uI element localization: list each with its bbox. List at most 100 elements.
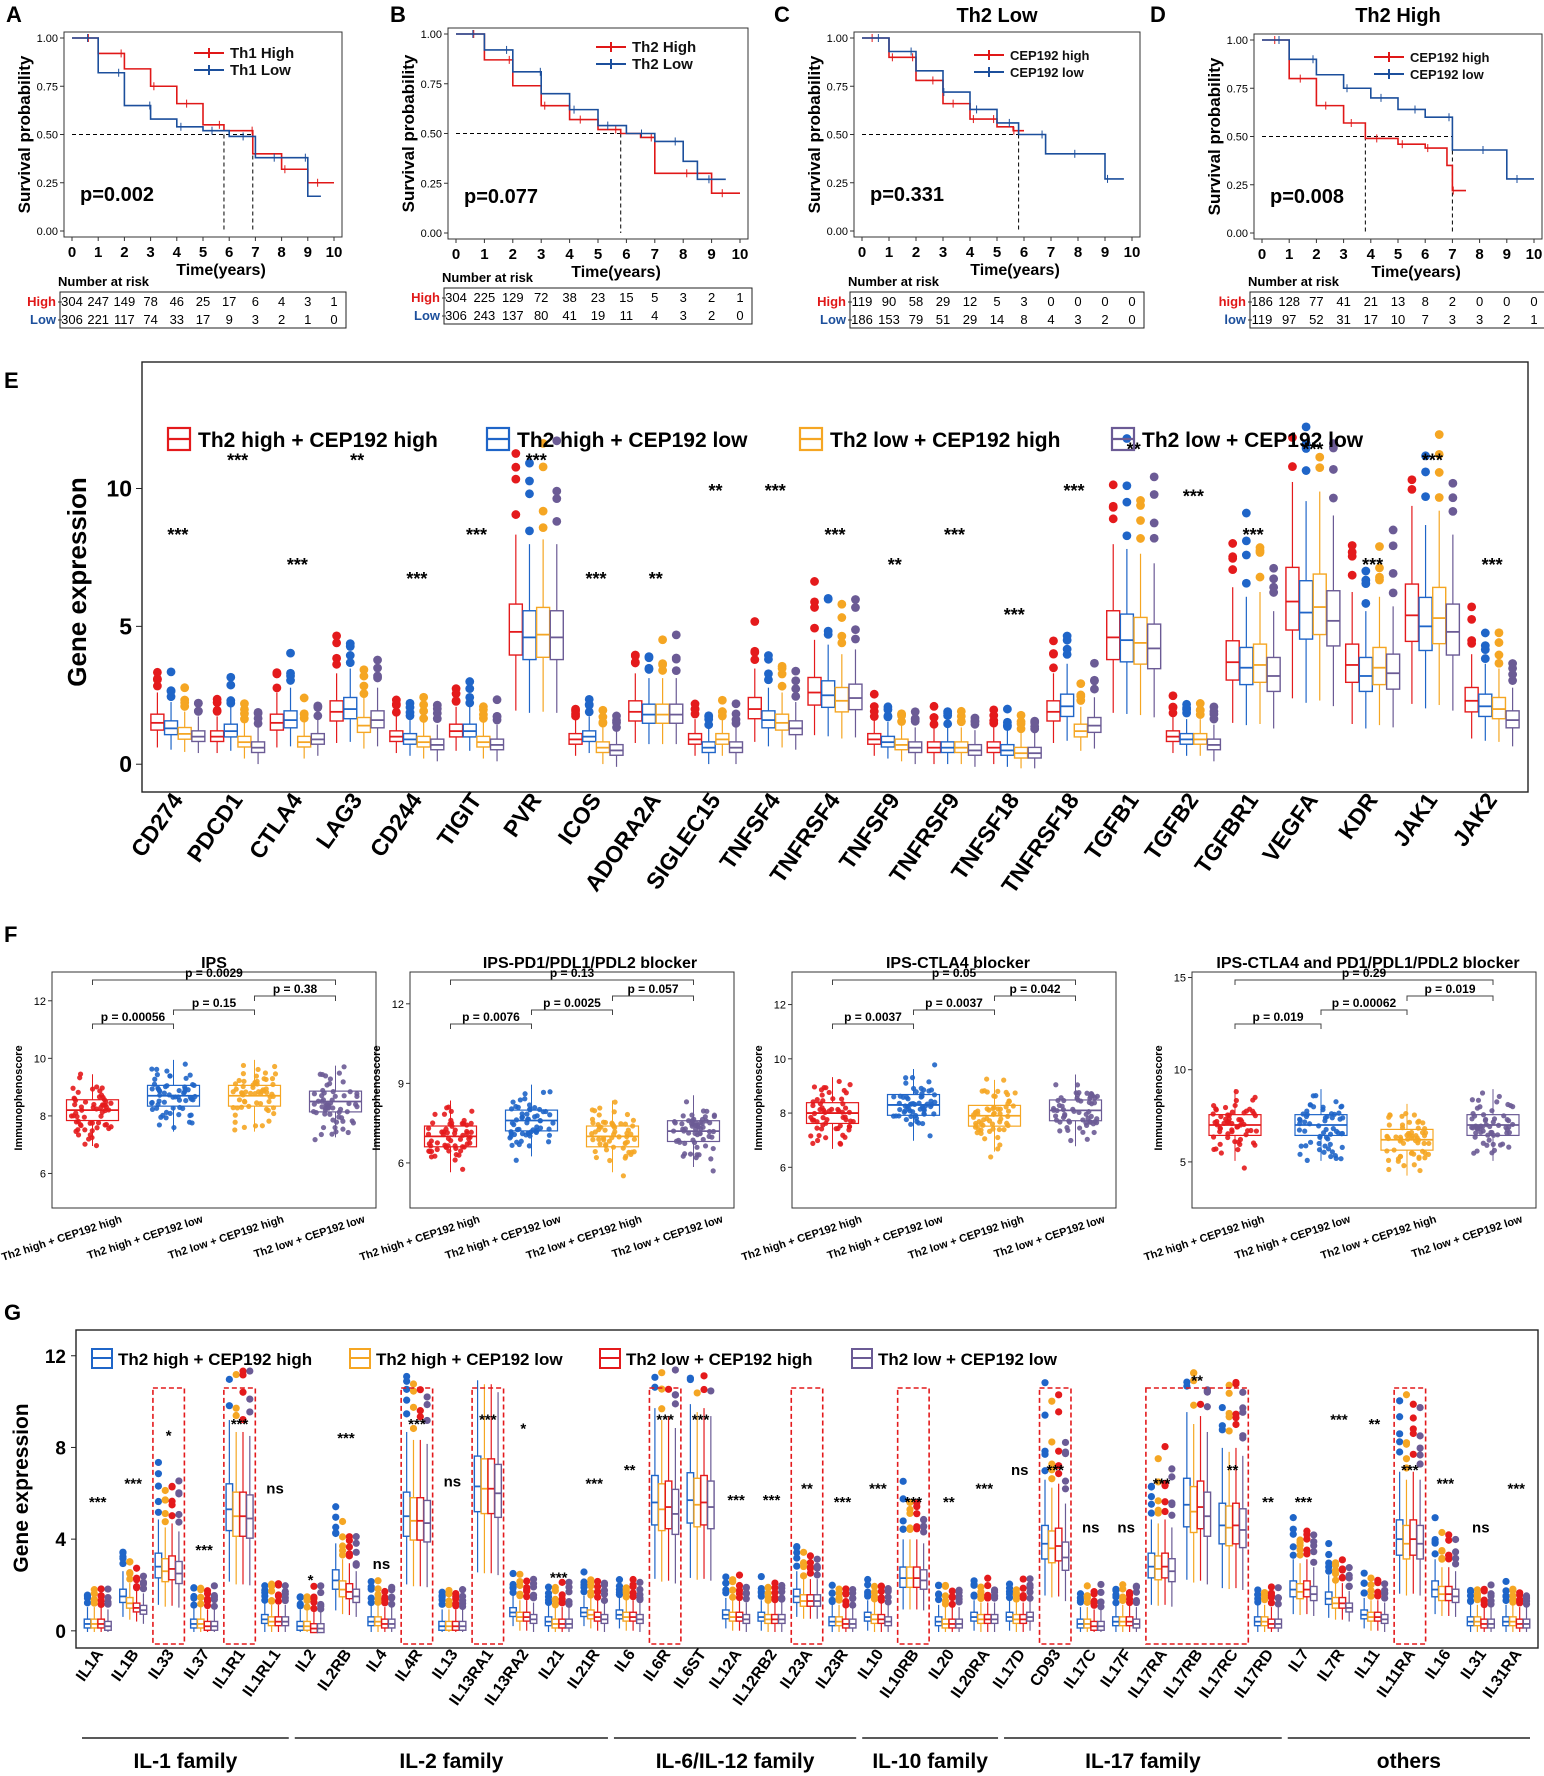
x-tick-label: 1 xyxy=(480,246,488,263)
significance-label: ns xyxy=(444,1473,462,1490)
data-point xyxy=(683,1099,690,1105)
category-tigit: ***TIGIT xyxy=(432,525,505,851)
risk-value: 74 xyxy=(143,312,157,327)
survival-curve-high xyxy=(862,37,1024,132)
data-point xyxy=(1310,1104,1317,1110)
x-tick-label: 4 xyxy=(565,246,574,263)
outlier-point xyxy=(842,1585,850,1593)
outlier-point xyxy=(651,1373,659,1381)
significance-label: *** xyxy=(466,525,487,545)
data-point xyxy=(920,1120,926,1127)
risk-value: 0 xyxy=(1101,294,1108,309)
x-tick-label: KDR xyxy=(1333,788,1383,844)
outlier-point xyxy=(119,1554,127,1563)
data-point xyxy=(447,1121,453,1127)
risk-value: 128 xyxy=(1278,294,1300,309)
data-point xyxy=(1386,1122,1392,1128)
outlier-point xyxy=(671,1366,679,1374)
survival-curve-low xyxy=(1262,39,1534,180)
outlier-point xyxy=(1269,574,1279,584)
data-point xyxy=(524,1120,530,1126)
panel-letter-g: G xyxy=(4,1300,21,1325)
outlier-point xyxy=(897,710,906,720)
outlier-point xyxy=(899,1525,907,1533)
outlier-point xyxy=(1402,1464,1411,1472)
outlier-point xyxy=(139,1578,148,1586)
data-point xyxy=(1226,1116,1232,1122)
outlier-point xyxy=(1421,492,1430,501)
x-tick-label: 4 xyxy=(1367,246,1376,263)
km-panel-b: 0.000.250.500.751.000 1 2 3 4 5 6 7 8 9 10Time(yea… xyxy=(399,27,753,325)
category-cd244: ***CD244 xyxy=(365,569,445,862)
outlier-point xyxy=(935,1590,943,1598)
outlier-point xyxy=(1048,1466,1056,1474)
outlier-point xyxy=(722,1573,730,1581)
outlier-point xyxy=(742,1589,750,1597)
data-point xyxy=(241,1078,247,1084)
risk-value: 38 xyxy=(562,290,576,305)
risk-value: 119 xyxy=(852,294,873,309)
category-pvr: ***PVR xyxy=(498,436,564,842)
x-tick-label: IL10 xyxy=(855,1646,887,1682)
outlier-point xyxy=(899,1517,907,1525)
outlier-point xyxy=(352,1533,360,1541)
data-point xyxy=(932,1062,938,1068)
data-point xyxy=(1386,1166,1392,1173)
comparison-bracket xyxy=(832,979,1076,985)
outlier-point xyxy=(791,666,801,676)
data-point xyxy=(1328,1153,1334,1160)
outlier-point xyxy=(1451,1560,1460,1568)
significance-label: *** xyxy=(1362,555,1383,575)
data-point xyxy=(1339,1144,1345,1150)
outlier-point xyxy=(1296,1536,1304,1544)
outlier-point xyxy=(1296,1551,1304,1559)
p-value: p=0.331 xyxy=(870,184,944,206)
data-point xyxy=(988,1154,994,1160)
box xyxy=(1298,580,1314,640)
data-point xyxy=(158,1114,164,1120)
risk-value: 4 xyxy=(1047,312,1054,327)
outlier-point xyxy=(226,696,236,705)
risk-value: 1 xyxy=(304,312,311,327)
risk-value: 0 xyxy=(736,308,743,323)
comparison-bracket xyxy=(254,995,336,1001)
outlier-point xyxy=(419,700,429,710)
outlier-point xyxy=(1494,650,1504,660)
category-il16: ***IL16 xyxy=(1422,1476,1460,1683)
outlier-point xyxy=(1083,1582,1091,1590)
data-point xyxy=(603,1141,609,1148)
outlier-point xyxy=(451,684,461,694)
outlier-point xyxy=(423,1416,431,1425)
outlier-point xyxy=(438,1593,446,1601)
box xyxy=(245,1494,254,1539)
outlier-point xyxy=(90,1590,98,1598)
risk-row-label: High xyxy=(27,294,56,309)
outlier-point xyxy=(261,1592,269,1600)
family-label: IL-10 family xyxy=(872,1750,988,1773)
data-point xyxy=(99,1085,105,1091)
significance-label: *** xyxy=(1063,481,1084,501)
significance-label: ns xyxy=(373,1556,391,1573)
outlier-point xyxy=(1407,475,1417,485)
outlier-point xyxy=(955,1592,963,1600)
outlier-point xyxy=(492,711,502,721)
panel-letter-b: B xyxy=(390,2,406,27)
outlier-point xyxy=(359,665,369,675)
significance-label: ** xyxy=(649,569,663,589)
box xyxy=(1239,646,1254,686)
x-tick-label: IL7R xyxy=(1314,1646,1348,1685)
data-point xyxy=(1218,1113,1224,1120)
comparison-bracket xyxy=(913,1009,995,1015)
outlier-point xyxy=(299,709,309,719)
data-point xyxy=(700,1124,706,1130)
outlier-point xyxy=(849,1585,857,1594)
data-point xyxy=(261,1076,267,1082)
data-point xyxy=(596,1112,602,1118)
outlier-point xyxy=(409,1403,418,1411)
data-point xyxy=(183,1075,189,1081)
risk-value: 0 xyxy=(1074,294,1081,309)
y-tick-label: 0.50 xyxy=(421,129,442,141)
data-point xyxy=(819,1092,825,1098)
risk-value: 129 xyxy=(502,290,524,305)
